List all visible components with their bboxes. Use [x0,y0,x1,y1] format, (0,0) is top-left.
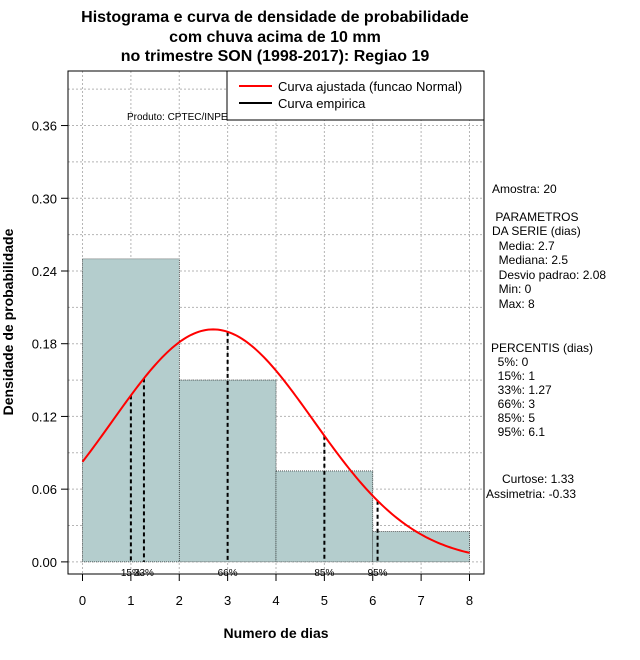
y-tick-label: 0.30 [32,191,57,206]
x-tick-label: 8 [466,593,473,608]
y-tick-label: 0.12 [32,409,57,424]
title-line-3: no trimestre SON (1998-2017): Regiao 19 [121,48,430,65]
title-line-1: Histograma e curva de densidade de proba… [81,9,469,26]
stat-percentil-line: PERCENTIS (dias) [491,341,593,355]
stat-param-line: Mediana: 2.5 [492,253,568,267]
stat-param-line: PARAMETROS [492,210,578,224]
stat-percentil-line: 33%: 1.27 [491,383,552,397]
histogram-bar [372,531,470,563]
x-tick-label: 4 [272,593,279,608]
legend-label-empirical: Curva empirica [278,96,366,111]
percentile-label: 33% [134,568,154,579]
title-line-2: com chuva acima de 10 mm [169,29,381,46]
stat-param-line: Max: 8 [492,297,535,311]
histogram-bar [178,379,277,563]
stat-assimetria: Assimetria: -0.33 [486,487,576,501]
y-tick-label: 0.36 [32,119,57,134]
x-tick-label: 7 [417,593,424,608]
y-tick-label: 0.24 [32,264,57,279]
legend-label-fit: Curva ajustada (funcao Normal) [278,79,462,94]
stat-percentil-line: 85%: 5 [491,411,535,425]
x-tick-label: 3 [224,593,231,608]
x-tick-label: 1 [127,593,134,608]
y-tick-label: 0.18 [32,337,57,352]
stat-percentil-line: 95%: 6.1 [491,425,545,439]
x-axis-title: Numero de dias [223,625,328,641]
stat-curtose: Curtose: 1.33 [502,472,574,486]
stats-panel: Amostra: 20 PARAMETROS DA SERIE (dias) M… [486,182,606,501]
stat-param-line: Min: 0 [492,282,532,296]
x-tick-label: 5 [321,593,328,608]
stat-percentil-line: 5%: 0 [491,355,529,369]
normal-fit-curve [81,328,470,554]
x-tick-label: 0 [79,593,86,608]
axes: 0 1 2 3 4 5 6 7 8 0.00 0.06 0.12 0.18 0.24 0.30 0.36 [32,119,473,608]
stat-param-line: DA SERIE (dias) [492,224,581,238]
percentile-label: 66% [218,568,238,579]
percentile-label: 15% [121,568,141,579]
product-annotation: Produto: CPTEC/INPE [127,112,228,123]
y-tick-label: 0.00 [32,555,57,570]
percentile-lines: 15%33% 66% 85% 95% [121,331,388,579]
stat-param-line: Media: 2.7 [492,239,555,253]
y-axis-title: Densidade de probabilidade [0,228,16,415]
x-tick-label: 6 [369,593,376,608]
y-tick-label: 0.06 [32,482,57,497]
percentile-label: 85% [314,568,334,579]
stat-percentil-line: 66%: 3 [491,397,535,411]
stat-param-line: Desvio padrao: 2.08 [492,268,606,282]
legend-box [226,70,485,121]
percentile-label: 95% [368,568,388,579]
chart-title: Histograma e curva de densidade de proba… [81,9,469,65]
x-tick-label: 2 [176,593,183,608]
legend: Curva ajustada (funcao Normal) Curva emp… [226,70,485,121]
stat-amostra: Amostra: 20 [492,182,557,196]
stat-percentil-line: 15%: 1 [491,369,535,383]
